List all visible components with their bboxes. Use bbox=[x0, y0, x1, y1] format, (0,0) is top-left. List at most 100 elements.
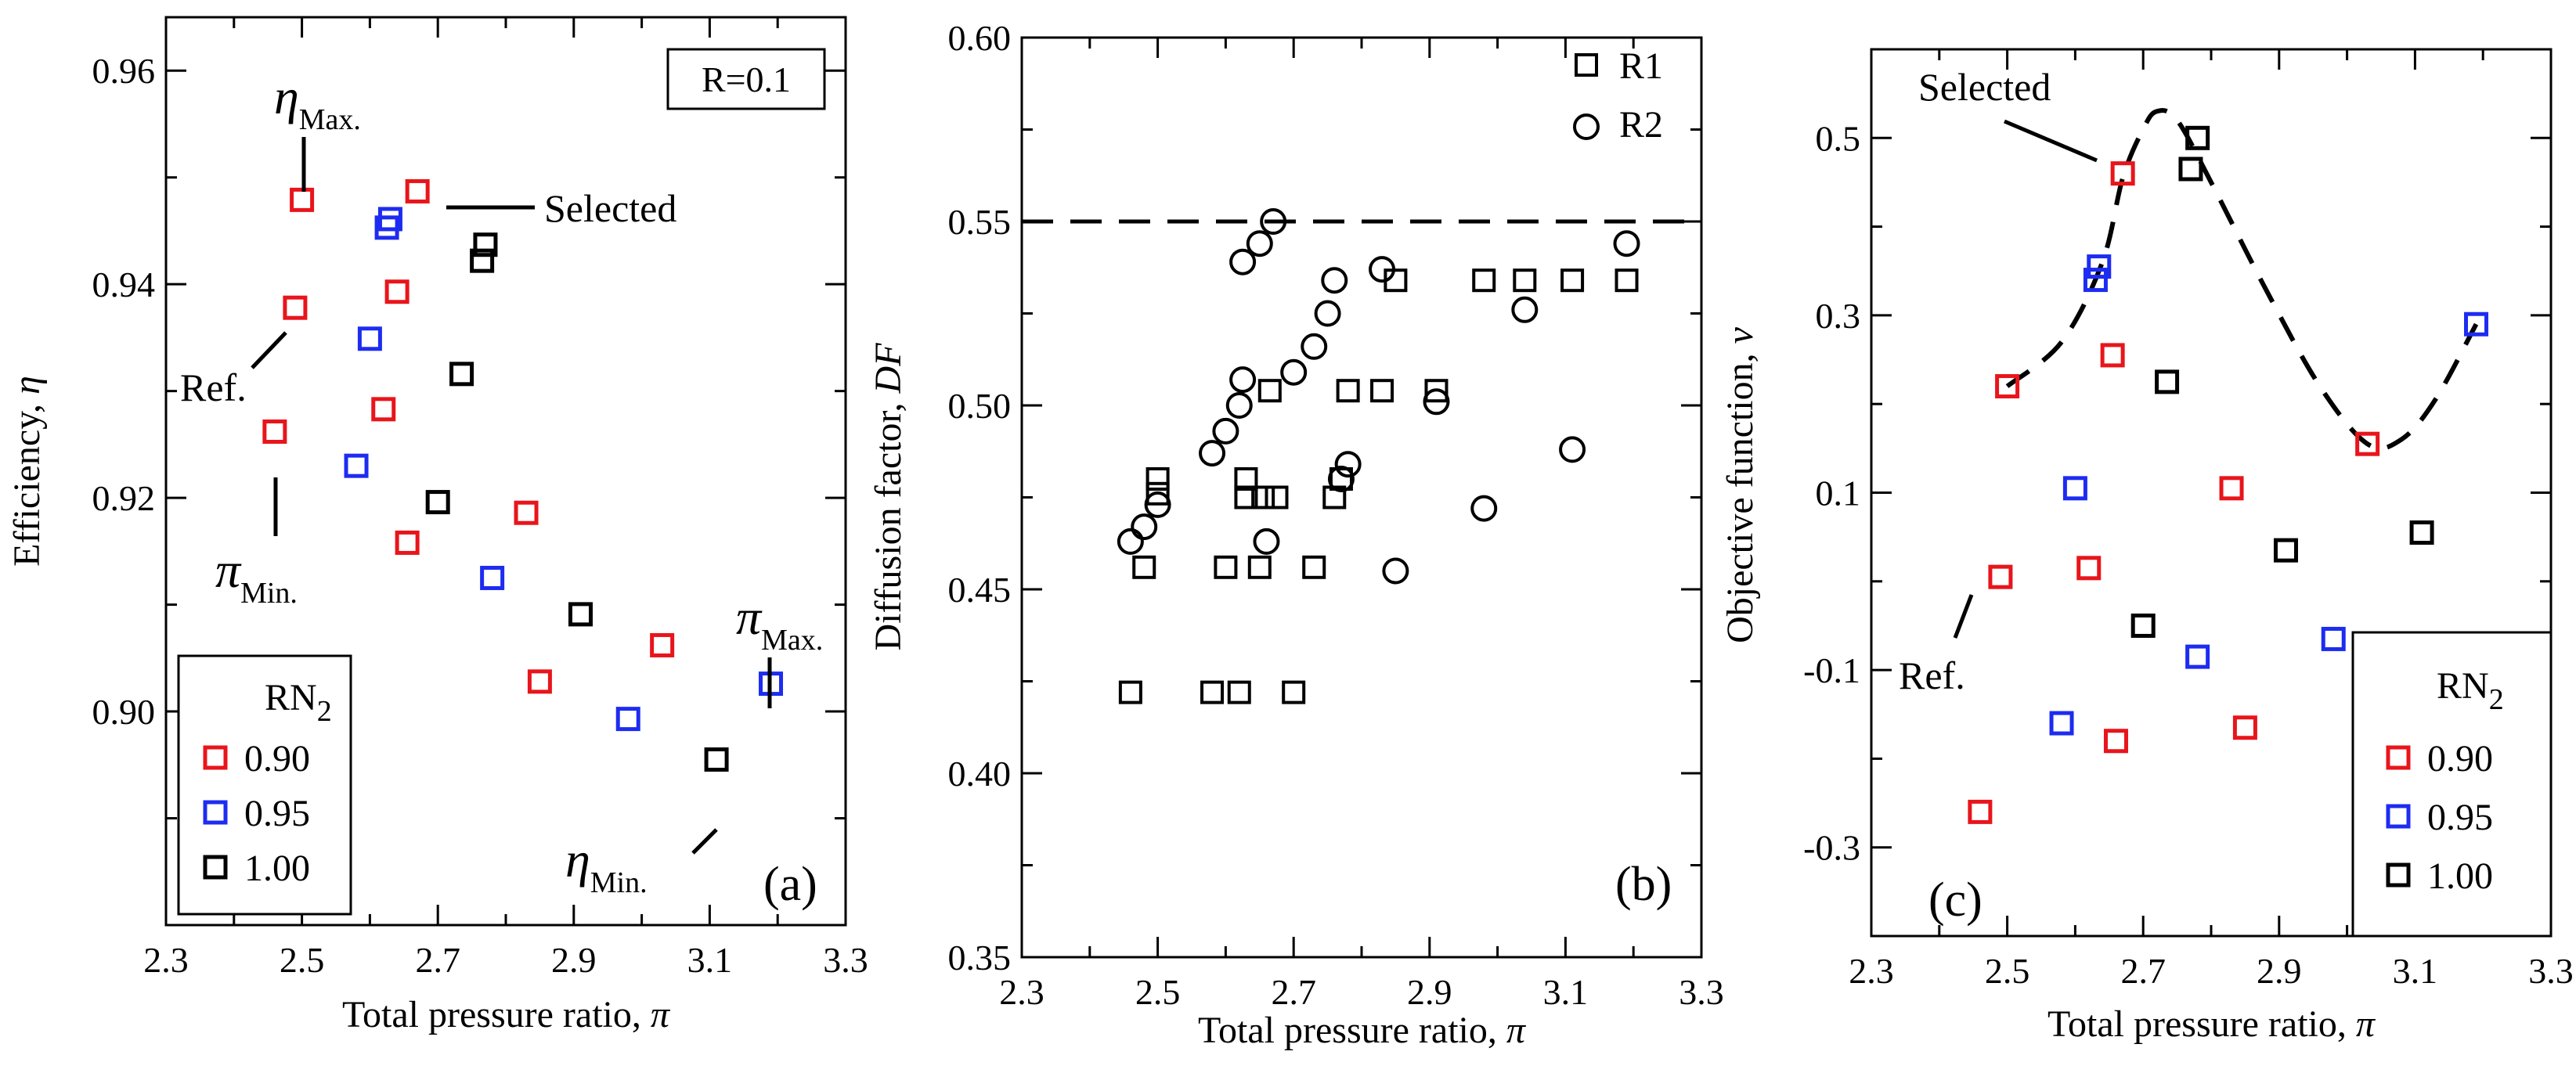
data-point-100 bbox=[568, 602, 593, 627]
legend-c-marker-095 bbox=[2386, 804, 2411, 829]
panel-c-objective-function: 2.3 2.5 2.7 2.9 3.1 3.3 -0.3 -0.1 0.1 0.3 0.5 Tota… bbox=[1719, 48, 2574, 1045]
panel-a-ticks: 2.3 2.5 2.7 2.9 3.1 3.3 0.90 0.92 0.94 0.96 bbox=[92, 17, 868, 980]
x-tick-label: 2.9 bbox=[1407, 972, 1452, 1012]
panel-b-x-axis-label: Total pressure ratio, π bbox=[1198, 1010, 1527, 1051]
panel-c-legend-title: RN2 bbox=[2437, 665, 2504, 716]
legend-b-marker-r2 bbox=[1573, 113, 1600, 140]
r-value-label: R=0.1 bbox=[702, 59, 791, 99]
data-point-r2 bbox=[1212, 417, 1239, 445]
data-point-r2 bbox=[1229, 366, 1257, 394]
data-point-r2 bbox=[1131, 513, 1158, 541]
x-tick-label: 2.5 bbox=[280, 940, 325, 980]
data-point-095 bbox=[615, 707, 640, 732]
data-point-r1 bbox=[1560, 268, 1585, 293]
panel-c-label: (c) bbox=[1928, 873, 1983, 927]
y-tick-label: 0.3 bbox=[1816, 296, 1861, 336]
data-point-100 bbox=[2178, 157, 2203, 182]
data-point-095 bbox=[2083, 268, 2108, 293]
data-point-090 bbox=[405, 178, 430, 203]
legend-c-label-095: 0.95 bbox=[2427, 797, 2493, 838]
selected-leader-c bbox=[2004, 119, 2098, 163]
data-point-r2 bbox=[1301, 333, 1328, 360]
panel-a-y-axis-label: Efficiency, η bbox=[6, 376, 48, 567]
data-point-095 bbox=[357, 326, 382, 351]
y-tick-label: 0.45 bbox=[948, 570, 1012, 610]
legend-a-marker-090 bbox=[203, 745, 228, 770]
panel-a-efficiency: 2.3 2.5 2.7 2.9 3.1 3.3 0.90 0.92 0.94 0.96 Total… bbox=[6, 16, 868, 1035]
selected-annotation-a: Selected bbox=[544, 186, 676, 230]
y-tick-label: 0.94 bbox=[92, 265, 156, 304]
data-point-100 bbox=[425, 490, 450, 515]
data-point-r1 bbox=[1118, 680, 1142, 704]
panel-c-points bbox=[1968, 125, 2489, 824]
data-point-095 bbox=[377, 207, 402, 232]
x-tick-label: 2.3 bbox=[999, 972, 1044, 1012]
panel-b-ticks: 2.3 2.5 2.7 2.9 3.1 3.3 0.35 0.40 0.45 0.50 0.55 0.… bbox=[948, 18, 1724, 1012]
data-point-r2 bbox=[1260, 208, 1287, 235]
data-point-r1 bbox=[1227, 680, 1251, 704]
data-point-r1 bbox=[1145, 467, 1170, 491]
x-tick-label: 3.3 bbox=[1679, 972, 1724, 1012]
selected-annotation-c: Selected bbox=[1918, 65, 2051, 109]
data-point-r1 bbox=[1145, 481, 1170, 506]
data-point-100 bbox=[2185, 125, 2210, 150]
data-point-100 bbox=[470, 248, 495, 273]
data-point-r2 bbox=[1280, 358, 1308, 386]
data-point-090 bbox=[290, 187, 315, 212]
data-point-100 bbox=[2155, 369, 2180, 394]
data-point-r2 bbox=[1117, 527, 1144, 555]
data-point-r1 bbox=[1200, 680, 1225, 704]
legend-c-marker-090 bbox=[2386, 745, 2411, 770]
data-point-090 bbox=[2076, 556, 2102, 581]
y-tick-label: -0.3 bbox=[1803, 828, 1860, 868]
panel-c-x-axis-label: Total pressure ratio, π bbox=[2047, 1003, 2376, 1045]
panel-b-label: (b) bbox=[1615, 858, 1672, 911]
data-point-r1 bbox=[1214, 555, 1238, 579]
data-point-090 bbox=[283, 295, 308, 320]
panel-b-legend: R1 R2 bbox=[1573, 45, 1663, 146]
x-tick-label: 3.1 bbox=[2393, 951, 2438, 991]
data-point-r1 bbox=[1370, 379, 1394, 403]
data-point-r2 bbox=[1369, 256, 1396, 283]
y-tick-label: 0.90 bbox=[92, 692, 156, 732]
data-point-r1 bbox=[1265, 485, 1289, 509]
x-tick-label: 2.7 bbox=[2120, 951, 2166, 991]
data-point-100 bbox=[2130, 613, 2156, 638]
eta-min-leader bbox=[691, 828, 718, 855]
y-tick-label: 0.92 bbox=[92, 478, 156, 518]
data-point-090 bbox=[2355, 431, 2380, 456]
data-point-r2 bbox=[1470, 495, 1498, 522]
x-tick-label: 2.9 bbox=[2257, 951, 2302, 991]
data-point-r1 bbox=[1472, 268, 1496, 293]
ref-leader-a bbox=[251, 331, 287, 369]
data-point-r2 bbox=[1327, 466, 1355, 492]
x-tick-label: 2.7 bbox=[1271, 972, 1316, 1012]
panel-b-y-axis-label: Diffusion factor, DF bbox=[868, 343, 909, 651]
pi-min-annotation: πMin. bbox=[215, 542, 298, 610]
data-point-r2 bbox=[1423, 388, 1450, 416]
panel-a-legend-title: RN2 bbox=[265, 677, 332, 728]
data-point-r2 bbox=[1511, 296, 1539, 323]
data-point-095 bbox=[2464, 311, 2489, 337]
data-point-095 bbox=[2087, 254, 2112, 279]
x-tick-label: 2.9 bbox=[551, 940, 597, 980]
panel-b-points bbox=[1117, 208, 1640, 704]
data-point-090 bbox=[384, 279, 409, 304]
data-point-090 bbox=[371, 397, 396, 422]
panel-c-legend: RN2 0.90 0.95 1.00 bbox=[2351, 631, 2553, 938]
data-point-090 bbox=[395, 530, 420, 555]
data-point-r1 bbox=[1234, 467, 1258, 491]
y-tick-label: 0.55 bbox=[948, 202, 1012, 242]
data-point-095 bbox=[480, 565, 505, 590]
y-tick-label: 0.96 bbox=[92, 51, 156, 91]
legend-a-marker-100 bbox=[203, 855, 228, 880]
data-point-r1 bbox=[1257, 379, 1282, 403]
r-value-box bbox=[666, 48, 826, 110]
data-point-r2 bbox=[1559, 436, 1586, 463]
data-point-r2 bbox=[1229, 248, 1257, 275]
data-point-r2 bbox=[1382, 557, 1409, 585]
data-point-090 bbox=[2232, 715, 2257, 740]
ref-annotation-c: Ref. bbox=[1899, 654, 1965, 697]
y-tick-label: 0.1 bbox=[1816, 473, 1861, 513]
data-point-090 bbox=[527, 669, 552, 694]
